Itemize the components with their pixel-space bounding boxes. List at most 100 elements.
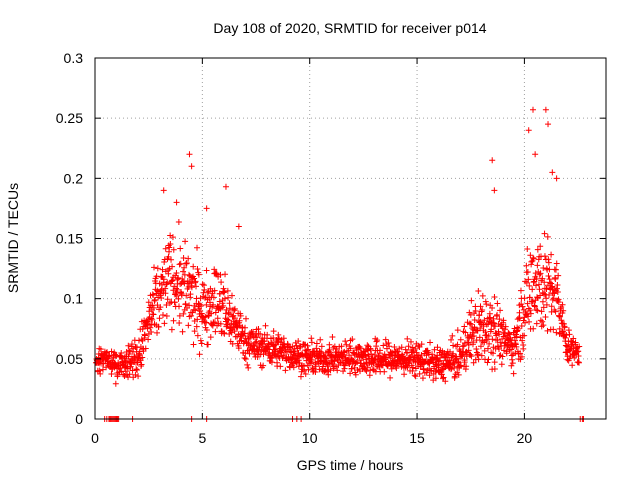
- data-point: [133, 366, 140, 373]
- data-point: [477, 325, 484, 332]
- data-point: [513, 333, 520, 340]
- data-point: [291, 348, 298, 355]
- data-point: [190, 306, 197, 313]
- data-point: [203, 267, 210, 274]
- data-point: [507, 336, 514, 343]
- data-point: [193, 323, 200, 330]
- data-point: [198, 302, 205, 309]
- data-point: [549, 169, 556, 176]
- data-point: [217, 271, 224, 278]
- data-point: [175, 274, 182, 281]
- data-point: [497, 339, 504, 346]
- data-point: [225, 317, 232, 324]
- data-point: [99, 366, 106, 373]
- data-point: [326, 346, 333, 353]
- data-point: [554, 297, 561, 304]
- data-point: [341, 362, 348, 369]
- data-point: [374, 337, 381, 344]
- data-point: [334, 367, 341, 374]
- data-point: [195, 271, 202, 278]
- data-point: [312, 363, 319, 370]
- data-point: [255, 348, 262, 355]
- data-point: [539, 298, 546, 305]
- data-point: [476, 334, 483, 341]
- data-point: [555, 299, 562, 306]
- data-point: [147, 324, 154, 331]
- data-point: [553, 329, 560, 336]
- data-point: [228, 292, 235, 299]
- data-point: [341, 348, 348, 355]
- data-point: [125, 342, 132, 349]
- data-point: [537, 270, 544, 277]
- data-point: [231, 328, 238, 335]
- data-point: [277, 363, 284, 370]
- data-point: [316, 366, 323, 373]
- data-point: [451, 360, 458, 367]
- x-tick-label: 10: [302, 430, 318, 446]
- data-point: [329, 334, 336, 341]
- data-point: [293, 342, 300, 349]
- data-point: [176, 320, 183, 327]
- data-point: [494, 300, 501, 307]
- data-point: [179, 328, 186, 335]
- data-point: [253, 338, 260, 345]
- data-point: [221, 295, 228, 302]
- data-point: [228, 329, 235, 336]
- data-point: [447, 366, 454, 373]
- data-point: [503, 350, 510, 357]
- x-tick-label: 5: [198, 430, 206, 446]
- data-point: [540, 322, 547, 329]
- data-point: [159, 266, 166, 273]
- data-point: [157, 304, 164, 311]
- data-point: [537, 317, 544, 324]
- data-point: [270, 328, 277, 335]
- data-point: [171, 299, 178, 306]
- data-point: [523, 262, 530, 269]
- data-point: [420, 365, 427, 372]
- data-point: [191, 275, 198, 282]
- data-point: [156, 315, 163, 322]
- data-point: [257, 331, 264, 338]
- data-point: [462, 329, 469, 336]
- data-point: [165, 270, 172, 277]
- data-point: [491, 359, 498, 366]
- data-point: [357, 345, 364, 352]
- data-point: [138, 361, 145, 368]
- data-point: [326, 341, 333, 348]
- data-point: [475, 351, 482, 358]
- data-point: [471, 316, 478, 323]
- data-point: [308, 356, 315, 363]
- data-point: [352, 371, 359, 378]
- data-point: [112, 380, 119, 387]
- data-point: [517, 287, 524, 294]
- data-point: [194, 266, 201, 273]
- data-point: [265, 340, 272, 347]
- data-point: [173, 269, 180, 276]
- data-point: [415, 342, 422, 349]
- data-point: [405, 343, 412, 350]
- data-point: [496, 352, 503, 359]
- data-point: [312, 368, 319, 375]
- data-point: [148, 315, 155, 322]
- data-point: [561, 324, 568, 331]
- data-point: [535, 281, 542, 288]
- data-point: [252, 339, 259, 346]
- data-point: [409, 344, 416, 351]
- data-point: [370, 359, 377, 366]
- data-point: [545, 259, 552, 266]
- data-point: [191, 328, 198, 335]
- data-point: [129, 367, 136, 374]
- data-point: [198, 310, 205, 317]
- data-point: [533, 282, 540, 289]
- data-point: [196, 351, 203, 358]
- data-point: [536, 286, 543, 293]
- data-point: [318, 343, 325, 350]
- data-point: [161, 256, 168, 263]
- data-point: [566, 347, 573, 354]
- data-point: [149, 316, 156, 323]
- data-point: [260, 362, 267, 369]
- data-point: [160, 312, 167, 319]
- data-point: [385, 339, 392, 346]
- data-point: [226, 300, 233, 307]
- data-point: [190, 263, 197, 270]
